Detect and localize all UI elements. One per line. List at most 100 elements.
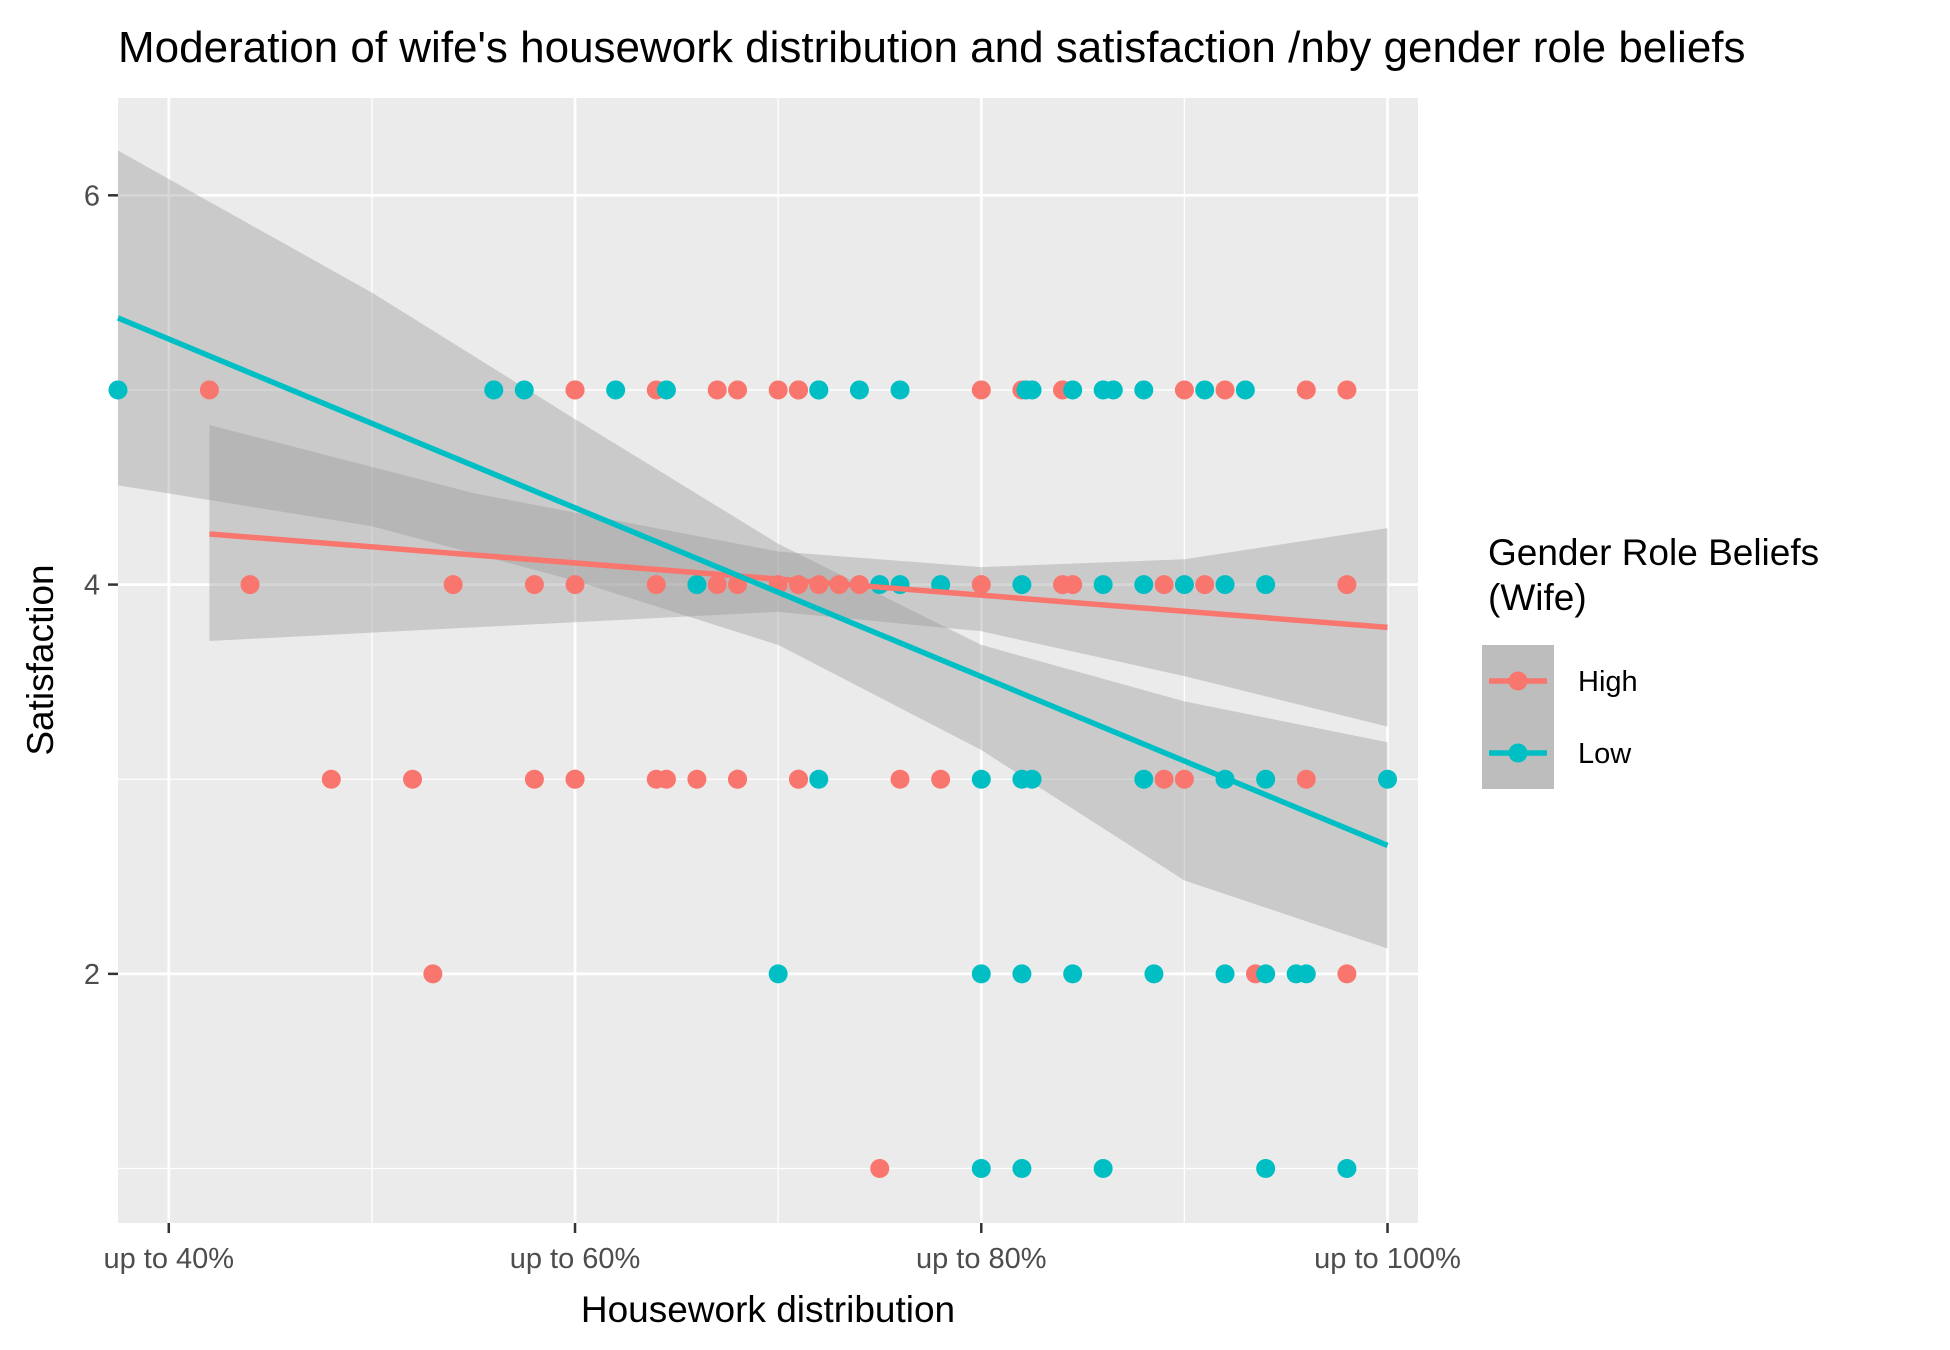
point-high xyxy=(656,769,676,789)
point-high xyxy=(199,380,219,400)
point-high xyxy=(1154,575,1174,595)
point-low xyxy=(809,380,829,400)
point-high xyxy=(1337,964,1357,984)
point-high xyxy=(1337,380,1357,400)
point-high xyxy=(423,964,443,984)
data-points xyxy=(108,380,1398,1179)
point-high xyxy=(707,575,727,595)
point-low xyxy=(1012,964,1032,984)
legend-key-point-low xyxy=(1508,743,1528,763)
fit-line-high xyxy=(209,531,1388,631)
y-tick-label: 2 xyxy=(84,959,100,991)
x-tick-label: up to 100% xyxy=(1314,1243,1461,1275)
point-high xyxy=(788,769,808,789)
point-high xyxy=(971,575,991,595)
point-low xyxy=(1012,575,1032,595)
point-high xyxy=(1296,769,1316,789)
y-tick-label: 4 xyxy=(84,570,100,602)
point-low xyxy=(1256,1159,1276,1179)
point-low xyxy=(1134,769,1154,789)
legend-title-line1: Gender Role Beliefs xyxy=(1488,532,1819,573)
x-tick-label: up to 40% xyxy=(103,1243,234,1275)
point-low xyxy=(1012,1159,1032,1179)
point-low xyxy=(1134,380,1154,400)
point-low xyxy=(890,380,910,400)
x-tick-label: up to 80% xyxy=(916,1243,1047,1275)
point-low xyxy=(1296,964,1316,984)
point-low xyxy=(687,575,707,595)
point-low xyxy=(1256,575,1276,595)
point-low xyxy=(1215,575,1235,595)
plot-panel xyxy=(118,98,1418,1223)
point-low xyxy=(971,1159,991,1179)
point-high xyxy=(565,380,585,400)
point-low xyxy=(849,380,869,400)
fit-lines xyxy=(116,315,1389,848)
point-high xyxy=(1174,769,1194,789)
point-low xyxy=(1215,964,1235,984)
point-high xyxy=(687,769,707,789)
point-high xyxy=(1154,769,1174,789)
y-axis-title: Satisfaction xyxy=(20,564,61,755)
point-low xyxy=(1103,380,1123,400)
point-high xyxy=(403,769,423,789)
point-high xyxy=(728,380,748,400)
point-low xyxy=(1093,575,1113,595)
point-high xyxy=(1215,380,1235,400)
point-high xyxy=(524,575,544,595)
axes: up to 40% up to 60% up to 80% up to 100% 2 4 6 xyxy=(84,180,1461,1275)
point-low xyxy=(1063,380,1083,400)
point-low xyxy=(1144,964,1164,984)
point-high xyxy=(728,769,748,789)
chart-title: Moderation of wife's housework distribut… xyxy=(118,23,1746,72)
point-high xyxy=(707,380,727,400)
point-low xyxy=(1022,769,1042,789)
point-low xyxy=(1256,769,1276,789)
point-high xyxy=(1063,575,1083,595)
x-tick-label: up to 60% xyxy=(510,1243,641,1275)
legend-label-low: Low xyxy=(1578,738,1632,770)
point-low xyxy=(514,380,534,400)
point-low xyxy=(1134,575,1154,595)
point-low xyxy=(1195,380,1215,400)
point-high xyxy=(1337,575,1357,595)
point-low xyxy=(971,964,991,984)
ci-ribbon-low xyxy=(118,150,1388,949)
x-axis-title: Housework distribution xyxy=(581,1289,955,1330)
legend-key-point-high xyxy=(1508,671,1528,691)
fit-line-low xyxy=(116,315,1389,848)
point-low xyxy=(768,964,788,984)
point-high xyxy=(443,575,463,595)
point-high xyxy=(768,380,788,400)
point-low xyxy=(1174,575,1194,595)
point-high xyxy=(931,769,951,789)
legend: Gender Role Beliefs (Wife) High Low xyxy=(1482,532,1819,789)
point-high xyxy=(1174,380,1194,400)
point-high xyxy=(971,380,991,400)
point-high xyxy=(870,1159,890,1179)
point-high xyxy=(321,769,341,789)
legend-label-high: High xyxy=(1578,666,1638,698)
point-high xyxy=(1195,575,1215,595)
point-high xyxy=(240,575,260,595)
point-low xyxy=(1093,1159,1113,1179)
point-high xyxy=(565,575,585,595)
point-low xyxy=(1337,1159,1357,1179)
point-high xyxy=(788,380,808,400)
point-low xyxy=(1235,380,1255,400)
point-high xyxy=(524,769,544,789)
gridlines xyxy=(118,98,1418,1223)
legend-title-line2: (Wife) xyxy=(1488,577,1587,618)
point-high xyxy=(890,769,910,789)
point-high xyxy=(565,769,585,789)
point-low xyxy=(1063,964,1083,984)
point-low xyxy=(108,380,128,400)
point-low xyxy=(971,769,991,789)
point-low xyxy=(1378,769,1398,789)
point-high xyxy=(646,575,666,595)
point-high xyxy=(1296,380,1316,400)
point-low xyxy=(656,380,676,400)
point-low xyxy=(809,769,829,789)
point-low xyxy=(606,380,626,400)
y-tick-label: 6 xyxy=(84,180,100,212)
